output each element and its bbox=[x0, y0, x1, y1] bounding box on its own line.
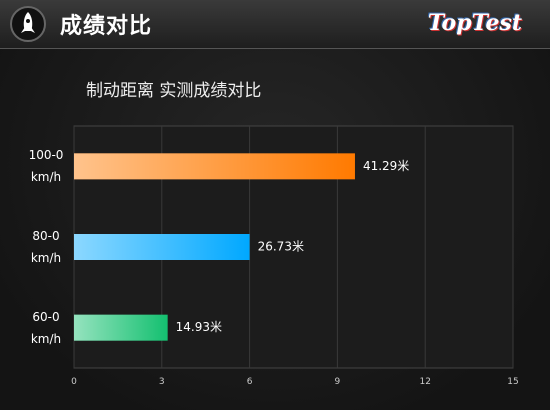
chart-subtitle: 制动距离 实测成绩对比 bbox=[86, 81, 262, 101]
x-tick-label: 9 bbox=[335, 377, 341, 387]
page-title: 成绩对比 bbox=[60, 14, 153, 39]
category-label: 60-0 km/h bbox=[30, 309, 62, 346]
logo: TopTest bbox=[427, 10, 522, 36]
bar-shine bbox=[74, 234, 250, 260]
x-tick-label: 0 bbox=[71, 377, 77, 387]
app-icon bbox=[10, 6, 46, 42]
bar-annotation: 14.93米 bbox=[176, 320, 222, 334]
bar-shine bbox=[74, 153, 355, 180]
x-tick-label: 15 bbox=[507, 377, 518, 387]
header: 成绩对比 TopTest bbox=[0, 0, 550, 49]
x-tick-label: 6 bbox=[247, 377, 253, 387]
bar-shine bbox=[74, 314, 168, 341]
x-tick-label: 12 bbox=[419, 377, 430, 387]
bar-annotation: 41.29米 bbox=[363, 159, 409, 173]
bar-annotation: 26.73米 bbox=[258, 240, 304, 254]
x-tick-label: 3 bbox=[159, 377, 165, 387]
category-label: 100-0 km/h bbox=[28, 148, 64, 185]
category-label: 80-0 km/h bbox=[30, 229, 62, 265]
